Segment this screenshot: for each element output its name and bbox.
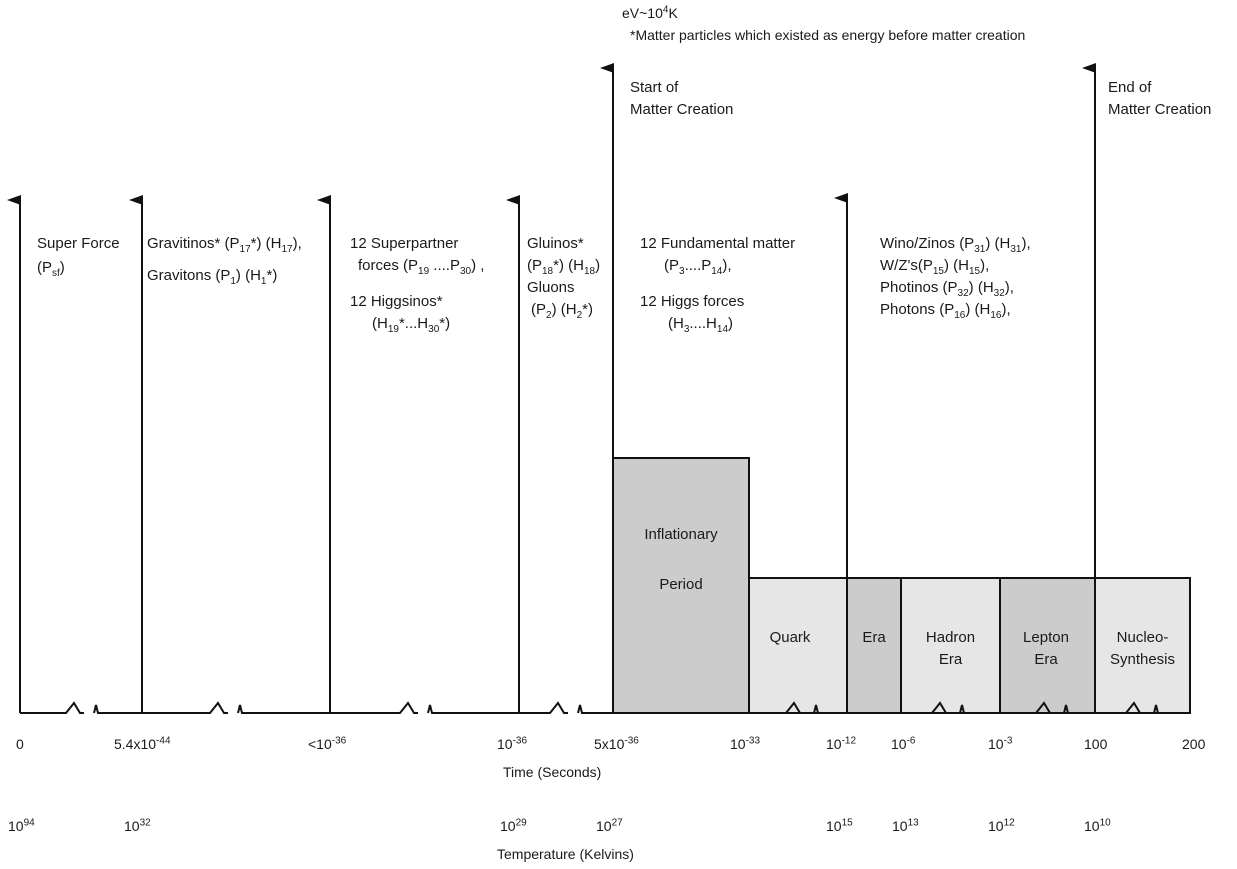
temp-tick-2: 1032 xyxy=(124,817,151,834)
gravitinos-label: Gravitinos* (P17*) (H17), Gravitons (P1)… xyxy=(147,235,302,287)
nucleosynthesis-label: Nucleo- Synthesis xyxy=(1109,629,1176,668)
time-tick-3: 10-36 xyxy=(497,735,528,752)
time-tick-4: 5x10-36 xyxy=(594,735,639,752)
temp-tick-5: 1015 xyxy=(826,817,853,834)
time-tick-10: 200 xyxy=(1182,736,1206,752)
footnote: *Matter particles which existed as energ… xyxy=(630,27,1026,43)
quark-label: Quark xyxy=(769,629,811,646)
gluinos-label: Gluinos* (P18*) (H18) Gluons (P2) (H2*) xyxy=(527,235,601,321)
hadron-label: Hadron Era xyxy=(925,629,976,668)
temp-tick-4: 1027 xyxy=(596,817,623,834)
lepton-era-box xyxy=(999,577,1096,714)
superpartner-label: 12 Superpartner forces (P19 ....P30) , 1… xyxy=(350,235,485,335)
inflation-box xyxy=(612,457,750,714)
time-baseline xyxy=(20,701,1190,714)
inflation-label: Inflationary Period xyxy=(644,526,718,593)
quark-box xyxy=(748,577,848,714)
start-matter-label: Start of Matter Creation xyxy=(630,79,734,118)
lepton-label: Lepton Era xyxy=(1023,629,1069,668)
time-tick-7: 10-6 xyxy=(891,735,916,752)
super-force-label: Super Force (Psf) xyxy=(37,235,120,279)
temp-tick-8: 1010 xyxy=(1084,817,1111,834)
time-axis-title: Time (Seconds) xyxy=(503,764,602,780)
ev-note: eV~104K xyxy=(622,4,678,21)
time-tick-0: 0 xyxy=(16,736,24,752)
time-tick-9: 100 xyxy=(1084,736,1108,752)
era-label: Era xyxy=(862,629,886,646)
wino-label: Wino/Zinos (P31) (H31), W/Z's(P15) (H15)… xyxy=(880,235,1031,321)
temp-tick-1: 1094 xyxy=(8,817,35,834)
time-tick-1: 5.4x10-44 xyxy=(114,735,171,752)
end-matter-label: End of Matter Creation xyxy=(1108,79,1212,118)
time-tick-6: 10-12 xyxy=(826,735,857,752)
temp-tick-6: 1013 xyxy=(892,817,919,834)
fundamental-matter-label: 12 Fundamental matter (P3....P14), 12 Hi… xyxy=(640,235,796,335)
quark-era-box xyxy=(846,577,902,714)
temp-tick-7: 1012 xyxy=(988,817,1015,834)
time-tick-2: <10-36 xyxy=(308,735,347,752)
temp-tick-3: 1029 xyxy=(500,817,527,834)
time-tick-8: 10-3 xyxy=(988,735,1013,752)
time-tick-5: 10-33 xyxy=(730,735,761,752)
temp-axis-title: Temperature (Kelvins) xyxy=(497,846,634,862)
